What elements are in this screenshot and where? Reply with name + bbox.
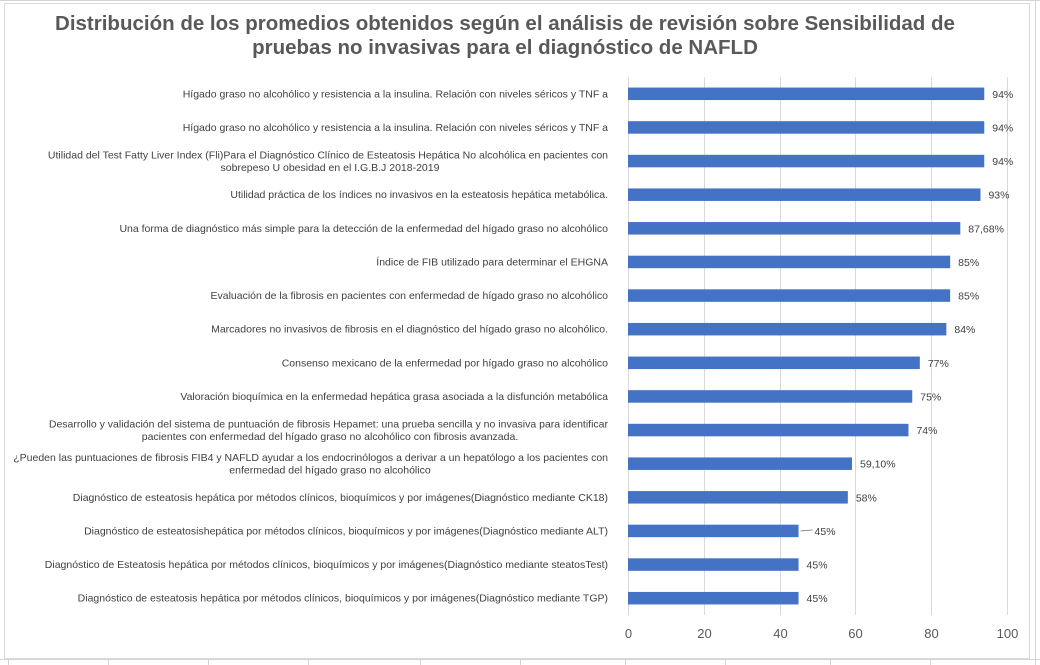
category-label: Hígado graso no alcohólico y resistencia…: [183, 88, 608, 100]
category-label: Una forma de diagnóstico más simple para…: [119, 223, 608, 235]
x-tick-label: 60: [848, 626, 862, 641]
category-label: Valoración bioquímica en la enfermedad h…: [180, 391, 608, 403]
category-label: enfermedad del hígado graso no alcohólic…: [229, 464, 431, 476]
bar: [628, 491, 848, 504]
bar: [628, 356, 920, 370]
data-label: 87,68%: [968, 223, 1004, 235]
category-label: Evaluación de la fibrosis en pacientes c…: [210, 290, 608, 302]
data-label: 94%: [992, 122, 1013, 134]
x-tick-label: 0: [625, 626, 632, 641]
data-label: 94%: [992, 156, 1013, 168]
data-label: 45%: [807, 560, 828, 572]
data-label: 75%: [920, 391, 941, 403]
x-tick-label: 80: [924, 626, 938, 641]
bar: [628, 591, 799, 605]
category-label: Desarrollo y validación del sistema de p…: [49, 418, 609, 430]
category-label: Hígado graso no alcohólico y resistencia…: [183, 122, 608, 134]
category-label: Utilidad práctica de los índices no inva…: [230, 189, 608, 201]
bar: [628, 154, 985, 168]
category-label: sobrepeso U obesidad en el I.G.B.J 2018-…: [221, 162, 440, 174]
bar: [628, 188, 981, 201]
data-label: 59,10%: [860, 459, 896, 471]
category-label: Marcadores no invasivos de fibrosis en e…: [211, 324, 608, 336]
x-tick-label: 40: [773, 626, 787, 641]
bar: [628, 322, 947, 336]
bar: [628, 222, 961, 235]
category-label: Diagnóstico de esteatosis hepática por m…: [78, 593, 608, 605]
category-label: Índice de FIB utilizado para determinar …: [376, 255, 608, 268]
category-label: Diagnóstico de esteatosishepática por mé…: [84, 525, 608, 537]
data-label: 45%: [815, 526, 836, 538]
category-label: Consenso mexicano de la enfermedad por h…: [282, 357, 608, 369]
category-label: Diagnóstico de Esteatosis hepática por m…: [45, 559, 608, 571]
bar: [628, 121, 985, 134]
bar: [628, 558, 799, 571]
bar: [628, 423, 909, 437]
data-label: 94%: [992, 89, 1013, 101]
data-label: 77%: [928, 358, 949, 370]
bar: [628, 524, 799, 538]
data-label: 85%: [958, 291, 979, 303]
data-label: 74%: [916, 425, 937, 437]
x-tick-label: 20: [697, 626, 711, 641]
data-label-leader: [800, 529, 813, 532]
category-label: ¿Pueden las puntuaciones de fibrosis FIB…: [13, 452, 608, 464]
data-label: 45%: [807, 593, 828, 605]
category-label: Utilidad del Test Fatty Liver Index (Fli…: [48, 149, 608, 161]
bar: [628, 390, 913, 403]
data-label: 58%: [856, 492, 877, 504]
bar: [628, 87, 985, 101]
bar: [628, 457, 852, 470]
bar: [628, 255, 951, 269]
bar: [628, 289, 951, 302]
x-tick-label: 100: [997, 626, 1019, 641]
category-label: pacientes con enfermedad del hígado gras…: [142, 431, 519, 443]
data-label: 84%: [954, 324, 975, 336]
category-label: Diagnóstico de esteatosis hepática por m…: [73, 492, 608, 504]
data-label: 93%: [988, 190, 1009, 202]
data-label: 85%: [958, 257, 979, 269]
chart-title: Distribución de los promedios obtenidos …: [55, 12, 955, 59]
